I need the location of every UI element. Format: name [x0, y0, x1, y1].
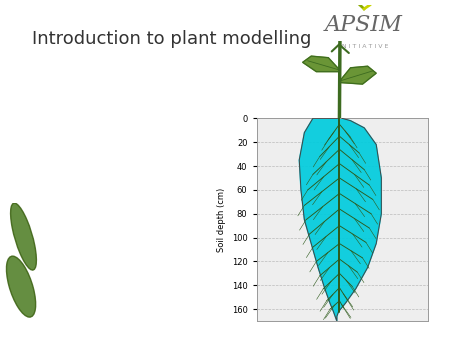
Text: APSIM: APSIM	[324, 14, 402, 36]
Text: Introduction to plant modelling: Introduction to plant modelling	[32, 30, 311, 48]
Polygon shape	[340, 66, 376, 84]
Polygon shape	[299, 118, 381, 321]
Ellipse shape	[6, 256, 36, 317]
Text: I N I T I A T I V E: I N I T I A T I V E	[338, 44, 388, 49]
Ellipse shape	[10, 203, 36, 270]
Polygon shape	[303, 56, 340, 72]
Y-axis label: Soil depth (cm): Soil depth (cm)	[217, 188, 226, 252]
